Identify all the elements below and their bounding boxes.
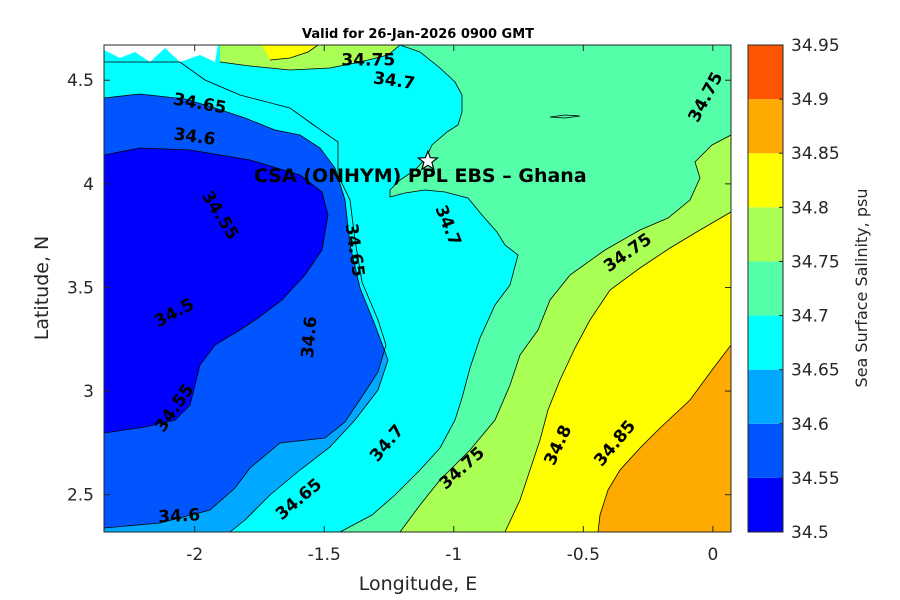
colorbar-tick-label: 34.5: [791, 523, 829, 543]
contour-label: 34.75: [341, 51, 395, 71]
colorbar-swatch: [748, 45, 783, 100]
x-tick-label: -2: [186, 545, 203, 565]
colorbar-swatch: [748, 477, 783, 532]
colorbar-tick-label: 34.85: [791, 144, 840, 164]
x-axis: -2 -1.5 -1 -0.5 0: [186, 45, 718, 565]
x-tick-label: -0.5: [567, 545, 600, 565]
band-34-75-north-patch: [220, 45, 400, 70]
contour-blob-north: [549, 114, 581, 119]
plot-frame: [103, 44, 732, 533]
y-tick-label: 3.5: [67, 278, 94, 298]
y-tick-label: 3: [83, 382, 94, 402]
map-title: Valid for 26-Jan-2026 0900 GMT: [302, 27, 534, 42]
x-tick-label: -1.5: [308, 545, 341, 565]
band-34-5-west-core: [104, 148, 328, 433]
colorbar-tick-label: 34.6: [791, 415, 829, 435]
y-tick-label: 4.5: [67, 71, 94, 91]
colorbar-tick-label: 34.95: [791, 36, 840, 56]
band-34-85: [598, 345, 731, 532]
y-tick-label: 2.5: [67, 486, 94, 506]
site-layer: CSA (ONHYM) PPL EBS – Ghana: [254, 149, 587, 187]
site-star-icon: [416, 149, 440, 171]
colorbar: 34.5 34.55 34.6 34.65 34.7 34.75 34.8 34.85 34.9…: [747, 36, 840, 543]
colorbar-frame: [747, 44, 784, 533]
contour-lines: [104, 45, 731, 532]
contour-label: 34.6: [298, 316, 322, 360]
x-tick-label: 0: [707, 545, 718, 565]
colorbar-label: Sea Surface Salinity, psu: [852, 189, 871, 388]
colorbar-swatch: [748, 423, 783, 478]
colorbar-swatch: [748, 369, 783, 424]
colorbar-swatch: [748, 261, 783, 316]
colorbar-tick-label: 34.9: [791, 90, 829, 110]
colorbar-swatch: [748, 99, 783, 154]
colorbar-tick-label: 34.55: [791, 469, 840, 489]
y-axis: 2.5 3 3.5 4 4.5: [67, 71, 731, 506]
y-tick-label: 4: [83, 175, 94, 195]
contour-label: 34.6: [158, 505, 201, 527]
x-axis-label: Longitude, E: [359, 573, 478, 595]
colorbar-tick-label: 34.75: [791, 252, 840, 272]
colorbar-tick-label: 34.7: [791, 307, 829, 327]
land-mask: [104, 45, 218, 62]
site-label: CSA (ONHYM) PPL EBS – Ghana: [254, 165, 587, 187]
colorbar-swatch: [748, 207, 783, 262]
y-axis-label: Latitude, N: [31, 236, 53, 341]
colorbar-tick-label: 34.65: [791, 361, 840, 381]
colorbar-swatch: [748, 153, 783, 208]
band-34-8-north-patch: [262, 45, 318, 60]
colorbar-tick-label: 34.8: [791, 198, 829, 218]
x-tick-label: -1: [445, 545, 462, 565]
colorbar-swatch: [748, 315, 783, 370]
